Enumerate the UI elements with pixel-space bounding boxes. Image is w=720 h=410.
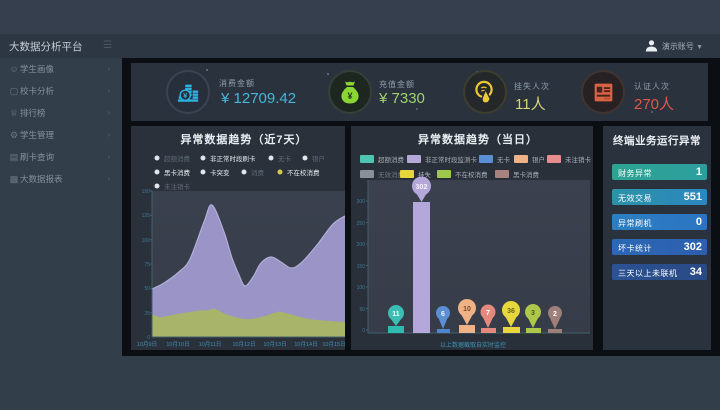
svg-text:2: 2 [553, 311, 557, 318]
svg-text:卡突变: 卡突变 [210, 168, 230, 177]
svg-text:不在校消费: 不在校消费 [455, 170, 488, 179]
svg-text:10月14日: 10月14日 [294, 341, 317, 348]
svg-text:消费: 消费 [251, 168, 265, 177]
svg-text:10月10日: 10月10日 [166, 341, 189, 348]
svg-text:异常数据趋势（当日）: 异常数据趋势（当日） [418, 132, 538, 146]
svg-text:302: 302 [416, 184, 428, 191]
svg-text:10: 10 [463, 306, 471, 313]
svg-text:超额消费: 超额消费 [378, 155, 405, 164]
svg-text:36: 36 [507, 308, 515, 315]
svg-text:0: 0 [362, 328, 365, 334]
svg-text:125: 125 [142, 213, 151, 219]
svg-text:未注销卡: 未注销卡 [565, 155, 592, 164]
svg-text:3: 3 [531, 310, 535, 317]
svg-text:10月12日: 10月12日 [232, 341, 255, 348]
svg-text:7: 7 [486, 310, 490, 317]
svg-text:6: 6 [441, 311, 445, 318]
svg-text:未注销卡: 未注销卡 [164, 182, 191, 191]
svg-text:异常数据趋势（近7天）: 异常数据趋势（近7天） [180, 132, 307, 146]
svg-text:0: 0 [147, 335, 150, 341]
svg-text:100: 100 [357, 285, 366, 291]
svg-text:无效消费: 无效消费 [378, 170, 405, 179]
svg-text:非正常时段刷卡: 非正常时段刷卡 [210, 154, 256, 163]
svg-text:10月13日: 10月13日 [263, 341, 286, 348]
svg-text:无卡: 无卡 [278, 154, 292, 163]
svg-text:无卡: 无卡 [497, 155, 511, 164]
svg-text:银户: 银户 [532, 155, 545, 164]
svg-text:不在校消费: 不在校消费 [287, 168, 320, 177]
svg-text:25: 25 [144, 311, 150, 317]
svg-text:11: 11 [392, 311, 400, 318]
svg-text:¥: ¥ [347, 91, 352, 101]
svg-text:挂失: 挂失 [418, 170, 432, 179]
svg-text:非正常时段监测卡: 非正常时段监测卡 [425, 155, 478, 164]
svg-text:¥: ¥ [183, 91, 188, 100]
svg-text:100: 100 [142, 238, 151, 244]
svg-text:200: 200 [357, 242, 366, 248]
svg-text:以上数据截取自实时监控: 以上数据截取自实时监控 [440, 341, 506, 349]
svg-text:75: 75 [144, 262, 150, 268]
svg-text:超额消费: 超额消费 [164, 154, 191, 163]
svg-text:300: 300 [357, 199, 366, 205]
svg-text:50: 50 [359, 307, 365, 313]
svg-text:10月11日: 10月11日 [199, 341, 222, 348]
svg-text:50: 50 [144, 286, 150, 292]
svg-text:黑卡消费: 黑卡消费 [513, 170, 540, 179]
svg-text:150: 150 [142, 189, 151, 195]
svg-text:150: 150 [357, 264, 366, 270]
svg-text:银户: 银户 [312, 154, 325, 163]
svg-text:10月15日: 10月15日 [322, 341, 345, 348]
svg-text:250: 250 [357, 221, 366, 227]
svg-text:黑卡消费: 黑卡消费 [164, 168, 191, 177]
svg-text:10月9日: 10月9日 [137, 341, 157, 348]
